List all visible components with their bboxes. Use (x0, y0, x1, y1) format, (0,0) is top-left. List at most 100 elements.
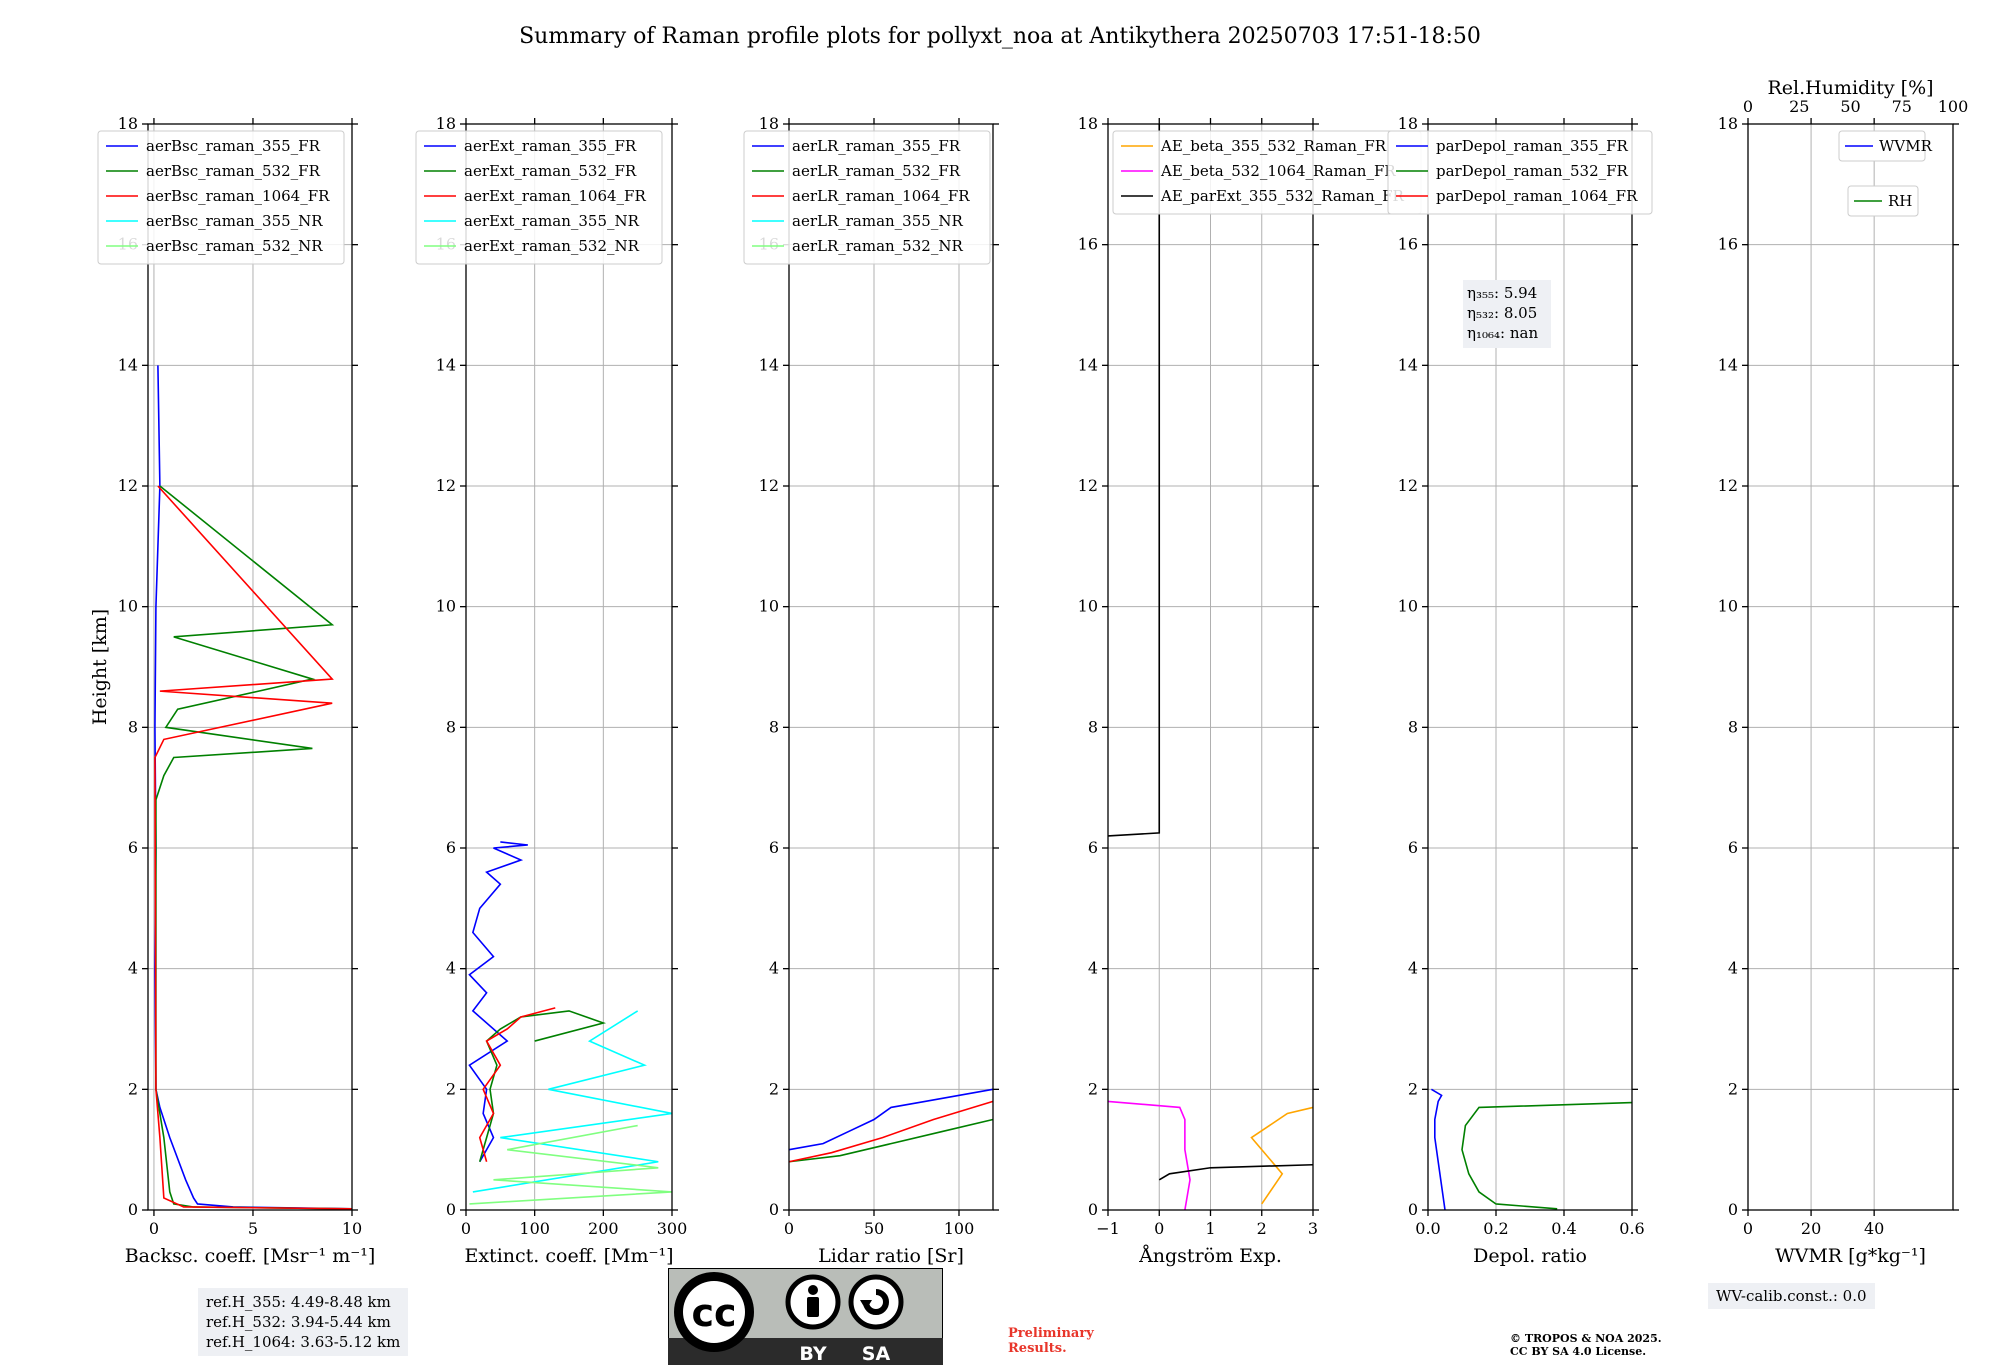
y-tick-label: 12 (436, 476, 456, 495)
y-tick-label: 2 (128, 1079, 138, 1098)
legend-lr: aerLR_raman_355_FR aerLR_raman_532_FR aerL… (743, 130, 991, 265)
y-tick-label: 12 (118, 476, 138, 495)
series-aerExt_raman_355_FR (468, 841, 528, 1163)
y-tick-label: 10 (118, 597, 138, 616)
legend-entry: RH (1888, 192, 1912, 210)
copyright-note: © TROPOS & NOA 2025. CC BY SA 4.0 Licens… (1510, 1332, 1662, 1358)
series-AE_parExt_355_532_Raman_FR_upper (1107, 124, 1161, 837)
y-tick-label: 0 (1408, 1200, 1418, 1219)
y-tick-label: 18 (759, 114, 779, 133)
y-tick-label: 10 (1718, 597, 1738, 616)
x-tick-label: −1 (1096, 1219, 1120, 1238)
x-tick-label: 0 (1154, 1219, 1164, 1238)
panel-depol: 0 2 4 6 8 10 12 14 16 18 0.0 0.2 0.4 0.6 Depol. ratio p… (1387, 114, 1653, 1267)
y-tick-label: 14 (1718, 355, 1738, 374)
y-tick-label: 6 (128, 838, 138, 857)
y-tick-label: 0 (1088, 1200, 1098, 1219)
x-tick-label: 10 (342, 1219, 362, 1238)
legend-entry: aerExt_raman_532_FR (464, 162, 637, 180)
figure-title: Summary of Raman profile plots for polly… (519, 24, 1481, 49)
x2-tick-label: 50 (1840, 97, 1860, 116)
y-tick-label: 14 (1078, 355, 1098, 374)
legend-entry: aerLR_raman_1064_FR (792, 187, 970, 205)
y-tick-label: 4 (1408, 959, 1418, 978)
y-tick-label: 4 (769, 959, 779, 978)
y-axis-label: Height [km] (89, 609, 111, 725)
y-tick-label: 16 (1078, 235, 1098, 254)
y-tick-label: 14 (759, 355, 779, 374)
series-AE_beta_532_1064_Raman_FR (1107, 1100, 1191, 1211)
y-tick-label: 4 (1088, 959, 1098, 978)
y-tick-label: 6 (1728, 838, 1738, 857)
series-aerLR_raman_532_FR (788, 1118, 994, 1163)
x-tick-label: 0.4 (1551, 1219, 1576, 1238)
y-tick-label: 8 (128, 717, 138, 736)
series-AE_parExt_355_532_Raman_FR (1158, 1163, 1314, 1181)
legend-entry: AE_beta_355_532_Raman_FR (1160, 137, 1387, 155)
y-tick-label: 12 (759, 476, 779, 495)
x-tick-label: 1 (1205, 1219, 1215, 1238)
x-tick-label: 2 (1257, 1219, 1267, 1238)
x-tick-label: 300 (657, 1219, 688, 1238)
y-tick-label: 6 (446, 838, 456, 857)
y-tick-label: 0 (128, 1200, 138, 1219)
y-tick-label: 8 (1728, 717, 1738, 736)
legend-entry: aerExt_raman_355_NR (464, 212, 640, 230)
ref-height-355: ref.H_355: 4.49-8.48 km (206, 1293, 391, 1311)
y-tick-label: 0 (769, 1200, 779, 1219)
y-tick-label: 2 (1408, 1079, 1418, 1098)
y-tick-label: 10 (1078, 597, 1098, 616)
y-tick-label: 18 (1078, 114, 1098, 133)
panel-ext: 0246810121416180100200300Extinct. coeff.… (415, 114, 688, 1267)
axes-frame (1747, 123, 1954, 1211)
legend-depol: parDepol_raman_355_FR parDepol_raman_532_… (1387, 130, 1653, 215)
y-tick-label: 18 (118, 114, 138, 133)
legend-entry: AE_parExt_355_532_Raman_FR (1160, 187, 1405, 205)
x-tick-label: 0 (149, 1219, 159, 1238)
y-tick-label: 2 (1728, 1079, 1738, 1098)
series-parDepol_raman_532_FR (1461, 1101, 1633, 1210)
legend-entry: aerBsc_raman_355_NR (146, 212, 323, 230)
axes-frame (147, 123, 353, 1211)
x-tick-label: 0.0 (1415, 1219, 1440, 1238)
x-tick-label: 5 (248, 1219, 258, 1238)
legend-entry: aerBsc_raman_532_NR (146, 237, 323, 255)
y-tick-label: 4 (1728, 959, 1738, 978)
x-tick-label: 0 (784, 1219, 794, 1238)
x-tick-label: 0.6 (1619, 1219, 1644, 1238)
x-axis-label: Extinct. coeff. [Mm⁻¹] (464, 1245, 673, 1267)
legend-box (415, 130, 663, 265)
ref-height-532: ref.H_532: 3.94-5.44 km (206, 1313, 391, 1331)
x-tick-label: 200 (588, 1219, 619, 1238)
x-tick-label: 100 (519, 1219, 550, 1238)
x-axis-label: Ångström Exp. (1138, 1245, 1282, 1267)
y-tick-label: 6 (1088, 838, 1098, 857)
y-tick-label: 8 (1088, 717, 1098, 736)
y-tick-label: 10 (436, 597, 456, 616)
series-aerExt_raman_355_NR (472, 1010, 673, 1193)
legend-bsc: aerBsc_raman_355_FR aerBsc_raman_532_FRae… (97, 130, 345, 265)
x2-tick-label: 75 (1892, 97, 1912, 116)
y-tick-label: 0 (446, 1200, 456, 1219)
legend-entry: aerLR_raman_355_FR (792, 137, 961, 155)
svg-text:cc: cc (691, 1291, 736, 1335)
legend-entry: aerLR_raman_532_FR (792, 162, 961, 180)
legend-box (97, 130, 345, 265)
x-axis-label: Lidar ratio [Sr] (818, 1245, 964, 1267)
legend-entry: aerBsc_raman_532_FR (146, 162, 321, 180)
x-tick-label: 3 (1308, 1219, 1318, 1238)
preliminary-results-note: Preliminary Results. (1008, 1326, 1094, 1356)
legend-ang: AE_beta_355_532_Raman_FR AE_beta_532_1064… (1112, 130, 1422, 215)
y-tick-label: 18 (1718, 114, 1738, 133)
series-aerLR_raman_1064_FR (788, 1100, 994, 1163)
y-tick-label: 2 (769, 1079, 779, 1098)
y-tick-label: 6 (769, 838, 779, 857)
svg-text:SA: SA (862, 1343, 891, 1365)
x-tick-label: 0 (461, 1219, 471, 1238)
y-tick-label: 8 (769, 717, 779, 736)
series-parDepol_raman_355_FR (1430, 1088, 1446, 1211)
series-aerBsc_raman_532_FR (155, 485, 353, 1210)
legend-box (1847, 185, 1919, 217)
y-tick-label: 8 (1408, 717, 1418, 736)
reference-heights-box: ref.H_355: 4.49-8.48 km ref.H_532: 3.94-… (198, 1288, 409, 1356)
